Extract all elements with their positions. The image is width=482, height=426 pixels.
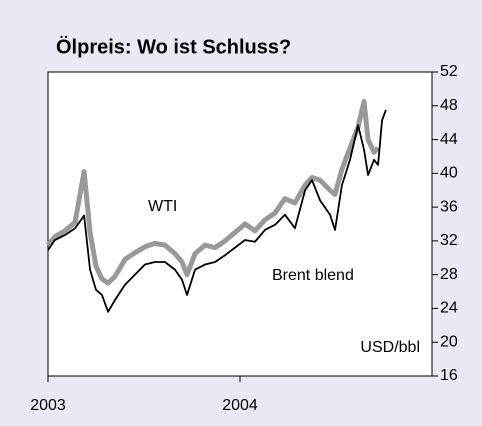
x-tick-label: 2003 — [30, 397, 66, 414]
y-tick-label: 32 — [440, 232, 458, 249]
y-axis-label: USD/bbl — [360, 339, 420, 356]
y-tick-label: 24 — [440, 300, 458, 317]
line-series — [47, 109, 387, 313]
y-tick-label: 16 — [440, 367, 458, 384]
x-tick-label: 2004 — [222, 397, 258, 414]
series-label: Brent blend — [272, 267, 354, 284]
plot-area — [47, 71, 433, 377]
series-label: WTI — [148, 198, 177, 215]
y-tick-label: 48 — [440, 97, 458, 114]
chart-title: Ölpreis: Wo ist Schluss? — [56, 35, 291, 58]
y-tick-label: 52 — [440, 63, 458, 80]
y-tick-label: 20 — [440, 333, 458, 350]
y-tick-label: 36 — [440, 198, 458, 215]
y-tick-label: 44 — [440, 131, 458, 148]
y-tick-label: 40 — [440, 165, 458, 182]
line-series — [46, 99, 380, 286]
y-tick-label: 28 — [440, 266, 458, 283]
